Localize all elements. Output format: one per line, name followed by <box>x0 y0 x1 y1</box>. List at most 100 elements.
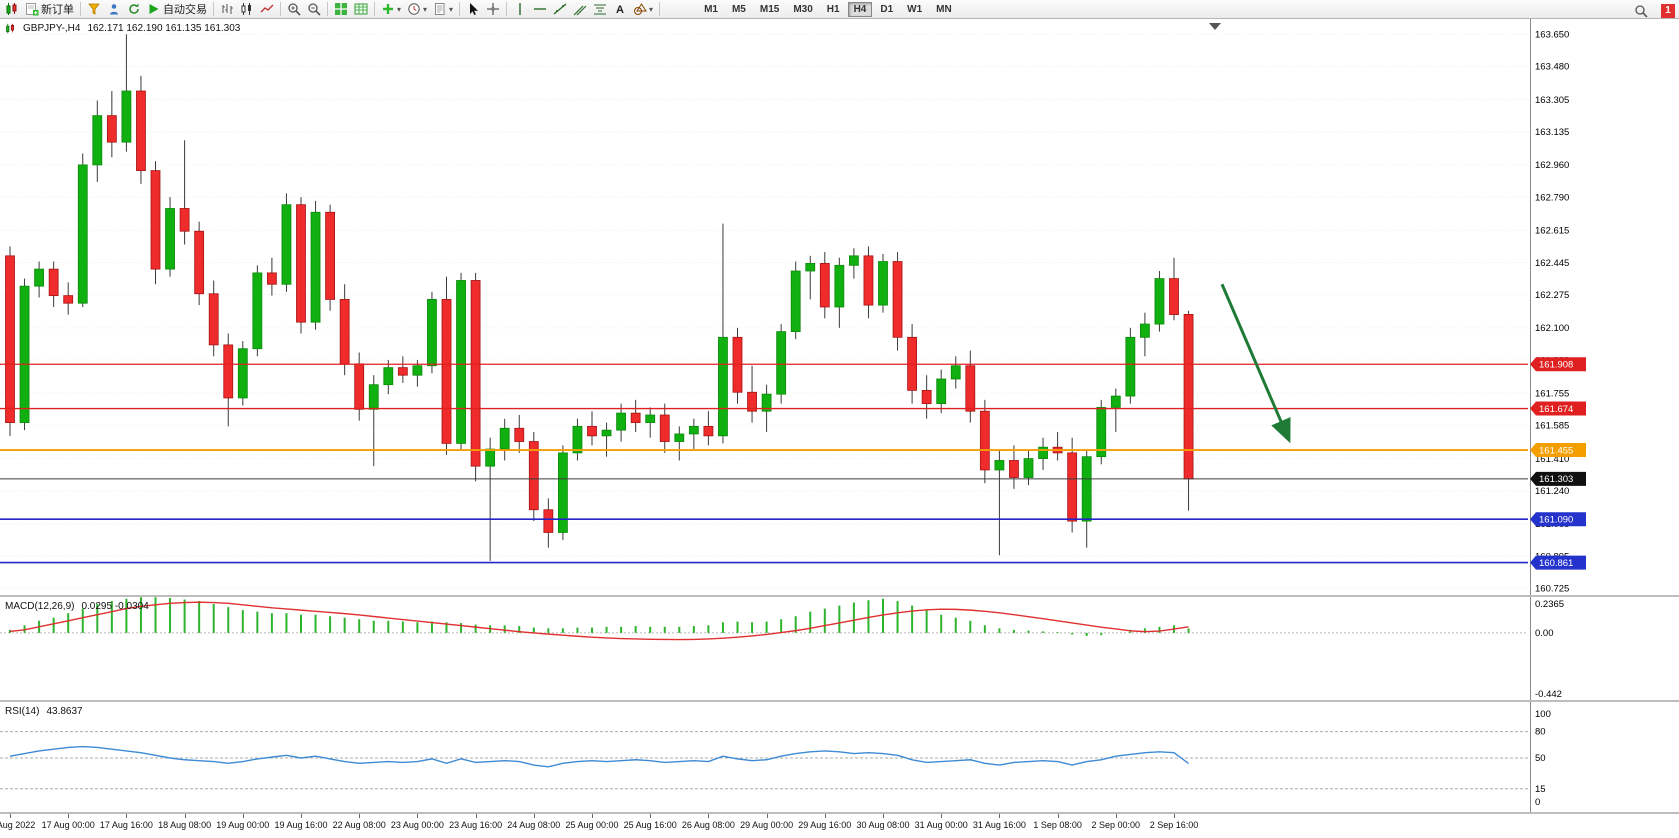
price-tick-label: 162.445 <box>1535 258 1569 269</box>
price-tick-label: 163.135 <box>1535 127 1569 138</box>
crosshair-button[interactable] <box>483 1 503 18</box>
tile-windows-button[interactable] <box>331 1 351 18</box>
textA-icon: A <box>616 4 624 16</box>
zoom-out-button[interactable] <box>304 1 324 18</box>
crosshair-icon <box>487 3 500 15</box>
auto-trading-button[interactable]: 自动交易 <box>144 1 210 18</box>
panel-splitter-3[interactable] <box>0 812 1679 814</box>
time-label: 25 Aug 16:00 <box>623 820 677 830</box>
cursor-button[interactable] <box>463 1 483 18</box>
tile-icon <box>335 3 347 15</box>
timeframe-h1-button[interactable]: H1 <box>826 3 840 15</box>
chart-window-icon <box>2 1 22 18</box>
expert-advisors-button[interactable] <box>84 1 104 18</box>
chart-shift-marker[interactable] <box>1209 23 1221 30</box>
price-tick-label: 162.960 <box>1535 160 1569 171</box>
time-tick <box>824 814 826 818</box>
svg-text:A: A <box>616 4 624 16</box>
macd-axis[interactable]: 0.2365 0.00 -0.442 <box>1535 599 1564 700</box>
svg-text:-0.442: -0.442 <box>1535 689 1562 700</box>
search-button[interactable] <box>1631 2 1651 19</box>
grid-icon <box>354 3 368 15</box>
timeframe-h4-button[interactable]: H4 <box>847 1 873 17</box>
notification-badge[interactable]: 1 <box>1661 3 1675 18</box>
panel-splitter-1[interactable] <box>0 595 1679 597</box>
indicators-button[interactable]: ▾ <box>378 1 404 18</box>
hline-icon <box>534 8 547 10</box>
macd-panel: 0.2365 0.00 -0.442 MACD(12,26,9) 0.0295 -0… <box>0 597 1679 700</box>
toolbar-separator <box>659 2 661 16</box>
main-chart[interactable]: 163.650 163.480 163.305 163.135 162.960 162.7… <box>0 19 1679 595</box>
toolbar-button-strip: 新订单 自动交易 ▾ ▾ ▾ A ▾ <box>2 1 663 18</box>
funnel-icon <box>88 3 100 15</box>
timeframe-m5-button[interactable]: M5 <box>731 3 746 15</box>
time-tick <box>1115 814 1117 818</box>
macd-signal-line <box>9 601 1189 641</box>
price-tick-label: 163.480 <box>1535 62 1569 73</box>
time-tick <box>1057 814 1059 818</box>
time-label: 1 Sep 08:00 <box>1033 820 1082 830</box>
dropdown-arrow-icon: ▾ <box>649 4 654 14</box>
new-order-button[interactable]: 新订单 <box>22 1 77 18</box>
auto-arrange-button[interactable] <box>351 1 371 18</box>
new-order-icon <box>26 3 39 16</box>
time-label: 2 Sep 16:00 <box>1149 820 1199 830</box>
price-badge-text: 161.090 <box>1539 515 1573 526</box>
horizontal-line-button[interactable] <box>530 1 550 18</box>
periods-button[interactable]: ▾ <box>404 1 430 18</box>
time-tick <box>533 814 535 818</box>
fibo-icon <box>594 4 607 15</box>
price-badge-text: 161.303 <box>1539 474 1573 485</box>
time-tick <box>708 814 710 818</box>
candlestick-chart-button[interactable] <box>237 1 257 18</box>
rsi-axis[interactable]: 100 80 50 15 0 <box>1535 709 1551 808</box>
price-tick-label: 163.650 <box>1535 29 1569 40</box>
timeframe-m1-button[interactable]: M1 <box>704 3 718 15</box>
equidistant-channel-button[interactable] <box>570 1 590 18</box>
time-label: 29 Aug 16:00 <box>798 820 852 830</box>
timeframe-mn-button[interactable]: MN <box>936 3 952 15</box>
line-chart-button[interactable] <box>257 1 277 18</box>
rsi-line <box>9 745 1189 768</box>
rsi-chart[interactable]: 100 80 50 15 0 <box>0 702 1679 812</box>
shapes-button[interactable]: ▾ <box>630 1 656 18</box>
price-axis[interactable]: 163.650 163.480 163.305 163.135 162.960 162.7… <box>1535 29 1569 594</box>
fibonacci-button[interactable] <box>590 1 610 18</box>
time-label: 26 Aug 08:00 <box>681 820 735 830</box>
zoom-in-button[interactable] <box>284 1 304 18</box>
toolbar-separator <box>459 2 461 16</box>
price-badge-161.303 <box>1530 471 1586 486</box>
time-axis[interactable]: 16 Aug 2022 17 Aug 00:00 17 Aug 16:00 18 Au… <box>0 814 1679 838</box>
timeframe-m15-button[interactable]: M15 <box>759 3 780 15</box>
panel-splitter-2[interactable] <box>0 700 1679 702</box>
refresh-icon <box>129 3 139 14</box>
dropdown-arrow-icon: ▾ <box>449 4 454 14</box>
refresh-button[interactable] <box>124 1 144 18</box>
time-tick <box>650 814 652 818</box>
toolbar: 新订单 自动交易 ▾ ▾ ▾ A ▾ M1 M5 M15 M30 H1 H4 D1 W1 MN 1 <box>0 0 1679 19</box>
price-gridlines <box>0 33 1528 589</box>
time-tick <box>1174 814 1175 818</box>
market-button[interactable] <box>104 1 124 18</box>
time-tick <box>301 814 302 818</box>
price-badge-160.861 <box>1530 555 1586 570</box>
trendline-button[interactable] <box>550 1 570 18</box>
tline-icon <box>553 3 567 15</box>
price-tick-label: 161.410 <box>1535 454 1569 465</box>
magnifier-icon <box>1635 4 1648 18</box>
annotation-arrow[interactable] <box>1220 283 1291 444</box>
timeframe-m30-button[interactable]: M30 <box>793 3 813 15</box>
text-button[interactable]: A <box>610 1 630 18</box>
price-tick-label: 162.790 <box>1535 192 1569 203</box>
timeframe-w1-button[interactable]: W1 <box>907 3 923 15</box>
timeframe-d1-button[interactable]: D1 <box>880 3 894 15</box>
time-label: 19 Aug 00:00 <box>216 820 270 830</box>
vertical-line-button[interactable] <box>510 1 530 18</box>
price-badge-161.455 <box>1530 443 1586 458</box>
time-tick <box>359 814 361 818</box>
time-label: 31 Aug 00:00 <box>914 820 968 830</box>
time-tick <box>242 814 244 818</box>
bar-chart-button[interactable] <box>217 1 237 18</box>
templates-button[interactable]: ▾ <box>430 1 456 18</box>
macd-chart[interactable]: 0.2365 0.00 -0.442 <box>0 597 1679 700</box>
